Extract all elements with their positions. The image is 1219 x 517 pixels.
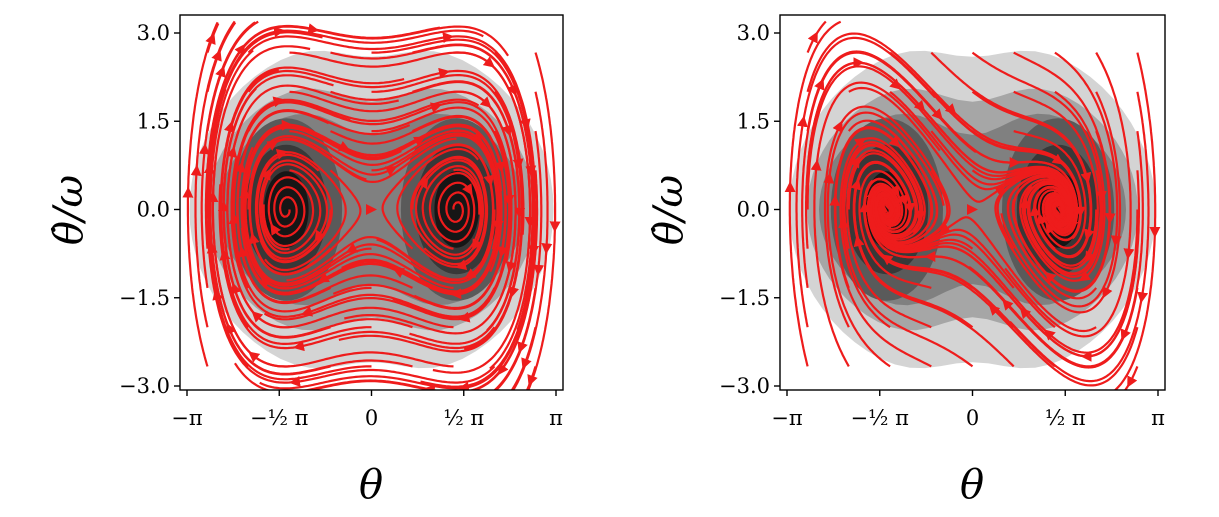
streamline-arrow-7 [215, 65, 226, 78]
streamline-arrow-66 [300, 306, 314, 317]
streamline-arrow-14 [384, 166, 398, 177]
streamline-arrow-56 [251, 311, 264, 323]
streamline-arrow-62 [1078, 270, 1092, 282]
x-tick-label: π [1151, 406, 1165, 430]
streamline-arrow-66 [1047, 170, 1060, 181]
left-streamlines [182, 20, 561, 390]
streamline-arrow-70 [458, 311, 471, 323]
left-x-ticks: −π −½ π 0 ½ π π [171, 390, 563, 430]
right-x-axis-label: θ [960, 462, 984, 508]
y-tick-label: 0.0 [737, 198, 770, 222]
streamline-arrow-24 [260, 168, 271, 181]
streamline-arrow-6 [913, 99, 926, 112]
streamline-arrow-77 [1043, 329, 1056, 341]
streamline-arrow-8 [211, 49, 222, 62]
y-tick-label: −3.0 [119, 374, 170, 398]
streamline-arrow-71 [1102, 286, 1113, 299]
streamline-arrow-48 [237, 246, 249, 258]
streamline-arrow-46 [853, 235, 865, 248]
streamline-arrow-20 [853, 137, 867, 149]
y-tick-label: 3.0 [137, 21, 170, 45]
streamline-arrow-12 [272, 96, 285, 108]
x-tick-label: −π [171, 406, 203, 430]
x-tick-label: ½ π [443, 406, 484, 430]
right-panel: 3.0 1.5 0.0 −1.5 −3.0 −π −½ π 0 ½ π π θ θ̇/ω [646, 14, 1166, 508]
right-y-ticks: 3.0 1.5 0.0 −1.5 −3.0 [719, 21, 780, 398]
x-tick-label: −π [771, 406, 803, 430]
right-x-ticks: −π −½ π 0 ½ π π [771, 390, 1165, 430]
left-x-axis-label: θ [359, 462, 383, 508]
y-tick-label: 0.0 [137, 198, 170, 222]
left-y-ticks: 3.0 1.5 0.0 −1.5 −3.0 [119, 21, 180, 398]
streamline-arrow-37 [212, 288, 224, 301]
streamline-arrow-32 [275, 148, 288, 160]
streamline-73 [525, 366, 537, 390]
streamline-arrow-33 [248, 232, 260, 245]
streamline-arrow-58 [472, 238, 483, 251]
streamline-arrow-11 [832, 120, 843, 133]
streamline-arrow-59 [462, 183, 473, 196]
streamline-arrow-53 [1085, 250, 1096, 263]
y-tick-label: 1.5 [737, 109, 770, 133]
streamline-arrow-79 [1120, 328, 1131, 341]
x-tick-label: 0 [966, 406, 979, 430]
streamline-arrow-65 [293, 340, 305, 352]
right-y-axis-label: θ̇/ω [646, 175, 692, 245]
streamline-arrow-17 [438, 67, 450, 79]
streamline-arrow-8 [944, 103, 957, 115]
x-tick-label: −½ π [250, 406, 309, 430]
right-streamlines [784, 20, 1161, 390]
streamline-arrow-15 [413, 136, 426, 147]
streamline-arrow-62 [505, 260, 517, 273]
streamline-arrow-55 [248, 351, 261, 363]
x-tick-label: 0 [365, 406, 378, 430]
streamline-arrow-70 [1044, 271, 1057, 284]
left-panel: 3.0 1.5 0.0 −1.5 −3.0 −π −½ π 0 ½ π π θ θ̇/ω [46, 14, 564, 508]
streamline-arrow-71 [508, 286, 519, 299]
streamline-arrow-22 [314, 229, 326, 242]
streamline-arrow-17 [993, 185, 1007, 196]
y-tick-label: 3.0 [737, 21, 770, 45]
streamline-arrow-6 [307, 23, 320, 35]
streamline-arrow-43 [1045, 222, 1057, 235]
streamline-arrow-9 [807, 31, 818, 44]
streamline-arrow-5 [889, 78, 902, 90]
x-tick-label: ½ π [1045, 406, 1086, 430]
streamline-arrow-55 [881, 254, 894, 266]
streamline-arrow-16 [429, 102, 443, 113]
x-tick-label: −½ π [851, 406, 910, 430]
y-tick-label: −1.5 [119, 286, 170, 310]
y-tick-label: −1.5 [719, 286, 770, 310]
streamline-arrow-52 [497, 245, 509, 258]
streamline-arrow-23 [270, 223, 281, 236]
streamline-arrow-9 [205, 32, 216, 45]
streamline-arrow-78 [497, 363, 509, 376]
streamline-arrow-51 [464, 268, 477, 279]
streamline-arrow-52 [1036, 212, 1048, 225]
streamline-arrow-69 [392, 268, 406, 279]
y-tick-label: −3.0 [719, 374, 770, 398]
streamline-arrow-46 [226, 322, 237, 336]
streamline-arrow-67 [317, 272, 330, 283]
streamline-arrow-57 [260, 276, 273, 288]
streamline-9 [206, 23, 220, 53]
left-y-axis-label: θ̇/ω [46, 175, 92, 245]
streamline-arrow-74 [988, 304, 1001, 316]
streamline-arrow-73 [1127, 375, 1138, 388]
streamline-arrow-29 [849, 156, 860, 169]
streamline-arrow-50 [455, 259, 468, 271]
y-tick-label: 1.5 [137, 109, 170, 133]
streamline-arrow-30 [897, 194, 909, 207]
streamline-arrow-60 [417, 177, 429, 190]
streamline-arrow-68 [345, 242, 359, 253]
x-tick-label: π [549, 406, 563, 430]
streamline-arrow-47 [230, 282, 242, 295]
streamline-arrow-65 [938, 223, 952, 234]
